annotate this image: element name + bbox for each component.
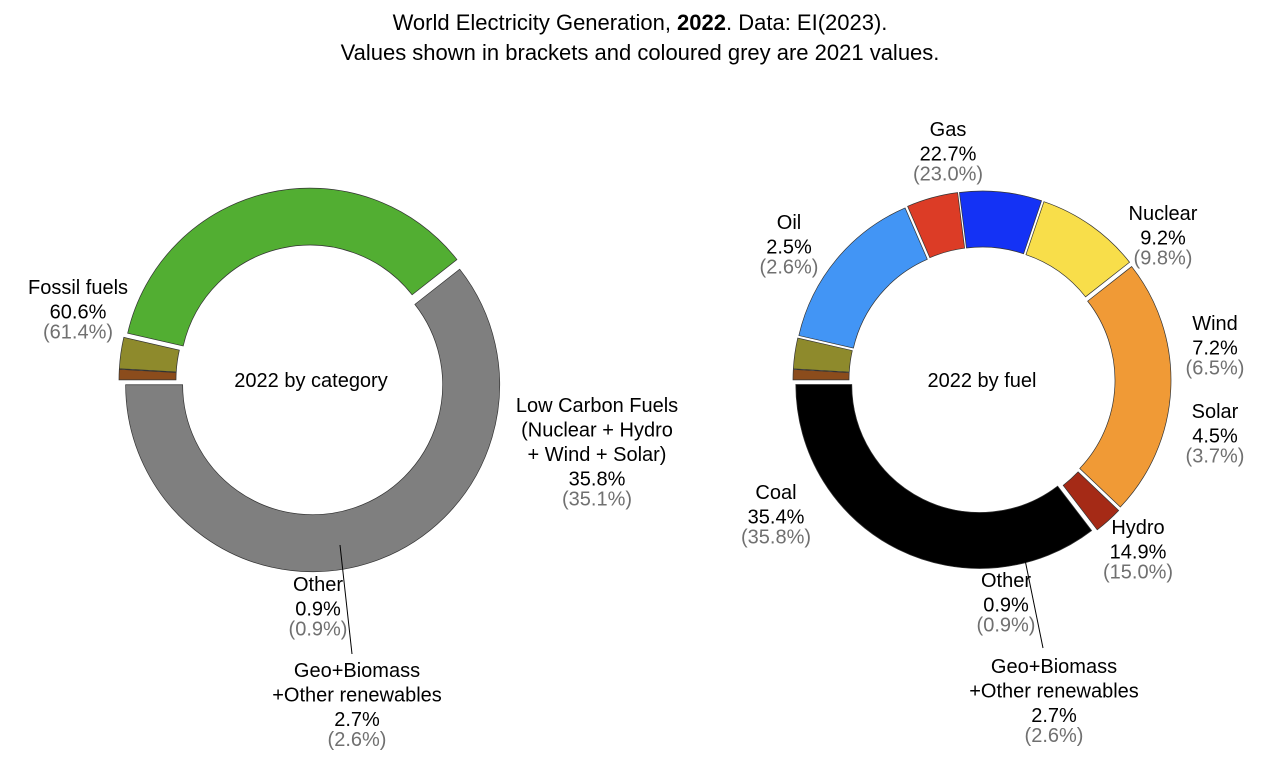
slice-value: 2.5% xyxy=(766,237,812,259)
slice-prev-value: (2.6%) xyxy=(760,257,819,279)
slice-name: +Other renewables xyxy=(969,681,1139,703)
slice-name: Wind xyxy=(1192,313,1238,335)
slice-other xyxy=(792,369,850,381)
slice-label-oil: Oil 2.5% (2.6%) xyxy=(760,212,819,279)
slice-prev-value: (0.9%) xyxy=(289,619,348,641)
slice-prev-value: (9.8%) xyxy=(1134,248,1193,270)
slice-prev-value: (2.6%) xyxy=(328,729,387,751)
slice-prev-value: (35.1%) xyxy=(562,489,632,511)
slice-value: 0.9% xyxy=(295,599,341,621)
donut-2: Coal 35.4% (35.8%)Oil 2.5% (2.6%)Gas 22.7% (23… xyxy=(741,119,1244,747)
slice-value: 14.9% xyxy=(1110,542,1167,564)
slice-prev-value: (61.4%) xyxy=(43,322,113,344)
center-label: 2022 by fuel xyxy=(928,370,1037,392)
slice-prev-value: (35.8%) xyxy=(741,527,811,549)
slice-name: Solar xyxy=(1192,401,1239,423)
slice-label-geo: Geo+Biomass +Other renewables 2.7% (2.6%) xyxy=(969,656,1139,747)
slice-geo xyxy=(792,337,853,373)
slice-name: + Wind + Solar) xyxy=(528,444,667,466)
slice-label-gas: Gas 22.7% (23.0%) xyxy=(913,119,983,186)
slice-label-nuclear: Nuclear 9.2% (9.8%) xyxy=(1129,203,1198,270)
slice-name: Coal xyxy=(755,482,796,504)
title-line-1: World Electricity Generation, 2022. Data… xyxy=(0,8,1280,38)
slice-value: 9.2% xyxy=(1140,228,1186,250)
slice-value: 0.9% xyxy=(983,595,1029,617)
slice-name: Geo+Biomass xyxy=(991,656,1117,678)
slice-name: Other xyxy=(293,574,343,596)
slice-label-hydro: Hydro 14.9% (15.0%) xyxy=(1103,517,1173,584)
leader-line-geo xyxy=(1021,544,1044,649)
slice-prev-value: (15.0%) xyxy=(1103,562,1173,584)
slice-value: 2.7% xyxy=(1031,705,1077,727)
slice-value: 60.6% xyxy=(50,302,107,324)
slice-value: 2.7% xyxy=(334,709,380,731)
slice-label-fossil: Fossil fuels 60.6% (61.4%) xyxy=(28,277,128,344)
slice-prev-value: (0.9%) xyxy=(977,615,1036,637)
slice-name: Gas xyxy=(930,119,967,141)
slice-nuclear xyxy=(1025,201,1131,298)
leader-line-geo xyxy=(339,544,353,655)
slice-prev-value: (6.5%) xyxy=(1186,358,1245,380)
title-year: 2022 xyxy=(677,10,726,35)
slice-label-coal: Coal 35.4% (35.8%) xyxy=(741,482,811,549)
slice-geo xyxy=(118,336,180,373)
slice-value: 4.5% xyxy=(1192,426,1238,448)
slice-name: Oil xyxy=(777,212,801,234)
slice-gas xyxy=(1079,266,1172,508)
center-label: 2022 by category xyxy=(234,370,387,392)
slice-other xyxy=(118,368,177,381)
slice-value: 35.8% xyxy=(569,469,626,491)
slice-prev-value: (3.7%) xyxy=(1186,446,1245,468)
slice-oil xyxy=(1062,471,1120,531)
slice-coal xyxy=(795,384,1093,569)
slice-label-other: Other 0.9% (0.9%) xyxy=(289,574,348,641)
slice-value: 22.7% xyxy=(920,144,977,166)
slice-fossil xyxy=(125,268,500,573)
slice-label-solar: Solar 4.5% (3.7%) xyxy=(1186,401,1245,468)
slice-wind xyxy=(959,190,1043,255)
chart-title: World Electricity Generation, 2022. Data… xyxy=(0,8,1280,68)
slice-name: Geo+Biomass xyxy=(294,660,420,682)
slice-label-other: Other 0.9% (0.9%) xyxy=(977,570,1036,637)
slice-prev-value: (2.6%) xyxy=(1025,725,1084,747)
slice-value: 35.4% xyxy=(748,507,805,529)
slice-lowcarbon xyxy=(127,187,458,347)
slice-name: Hydro xyxy=(1111,517,1164,539)
slice-name: Fossil fuels xyxy=(28,277,128,299)
slice-label-lowcarbon: Low Carbon Fuels (Nuclear + Hydro + Wind +… xyxy=(516,395,678,511)
donut-1: Fossil fuels 60.6% (61.4%) Low Carbon Fuels… xyxy=(28,187,678,751)
slice-label-geo: Geo+Biomass +Other renewables 2.7% (2.6%) xyxy=(272,660,442,751)
slice-name: Nuclear xyxy=(1129,203,1198,225)
slice-name: +Other renewables xyxy=(272,685,442,707)
title-prefix: World Electricity Generation, xyxy=(392,10,678,35)
slice-name: Other xyxy=(981,570,1031,592)
slice-name: Low Carbon Fuels xyxy=(516,395,678,417)
slice-prev-value: (23.0%) xyxy=(913,164,983,186)
slice-solar xyxy=(907,192,966,259)
slice-label-wind: Wind 7.2% (6.5%) xyxy=(1186,313,1245,380)
title-line-2: Values shown in brackets and coloured gr… xyxy=(340,40,940,65)
slice-hydro xyxy=(798,207,928,349)
slice-name: (Nuclear + Hydro xyxy=(521,420,673,442)
title-suffix: . Data: EI(2023). xyxy=(726,10,888,35)
slice-value: 7.2% xyxy=(1192,338,1238,360)
